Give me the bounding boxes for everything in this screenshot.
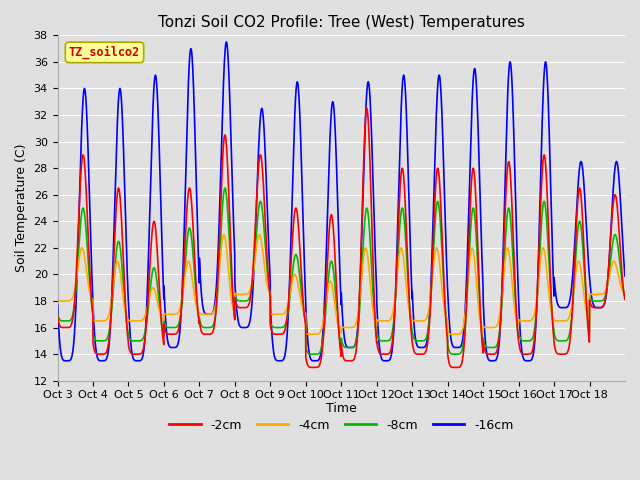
- Text: TZ_soilco2: TZ_soilco2: [69, 46, 140, 59]
- Y-axis label: Soil Temperature (C): Soil Temperature (C): [15, 144, 28, 272]
- X-axis label: Time: Time: [326, 402, 356, 415]
- Title: Tonzi Soil CO2 Profile: Tree (West) Temperatures: Tonzi Soil CO2 Profile: Tree (West) Temp…: [158, 15, 525, 30]
- Legend: -2cm, -4cm, -8cm, -16cm: -2cm, -4cm, -8cm, -16cm: [164, 414, 518, 437]
